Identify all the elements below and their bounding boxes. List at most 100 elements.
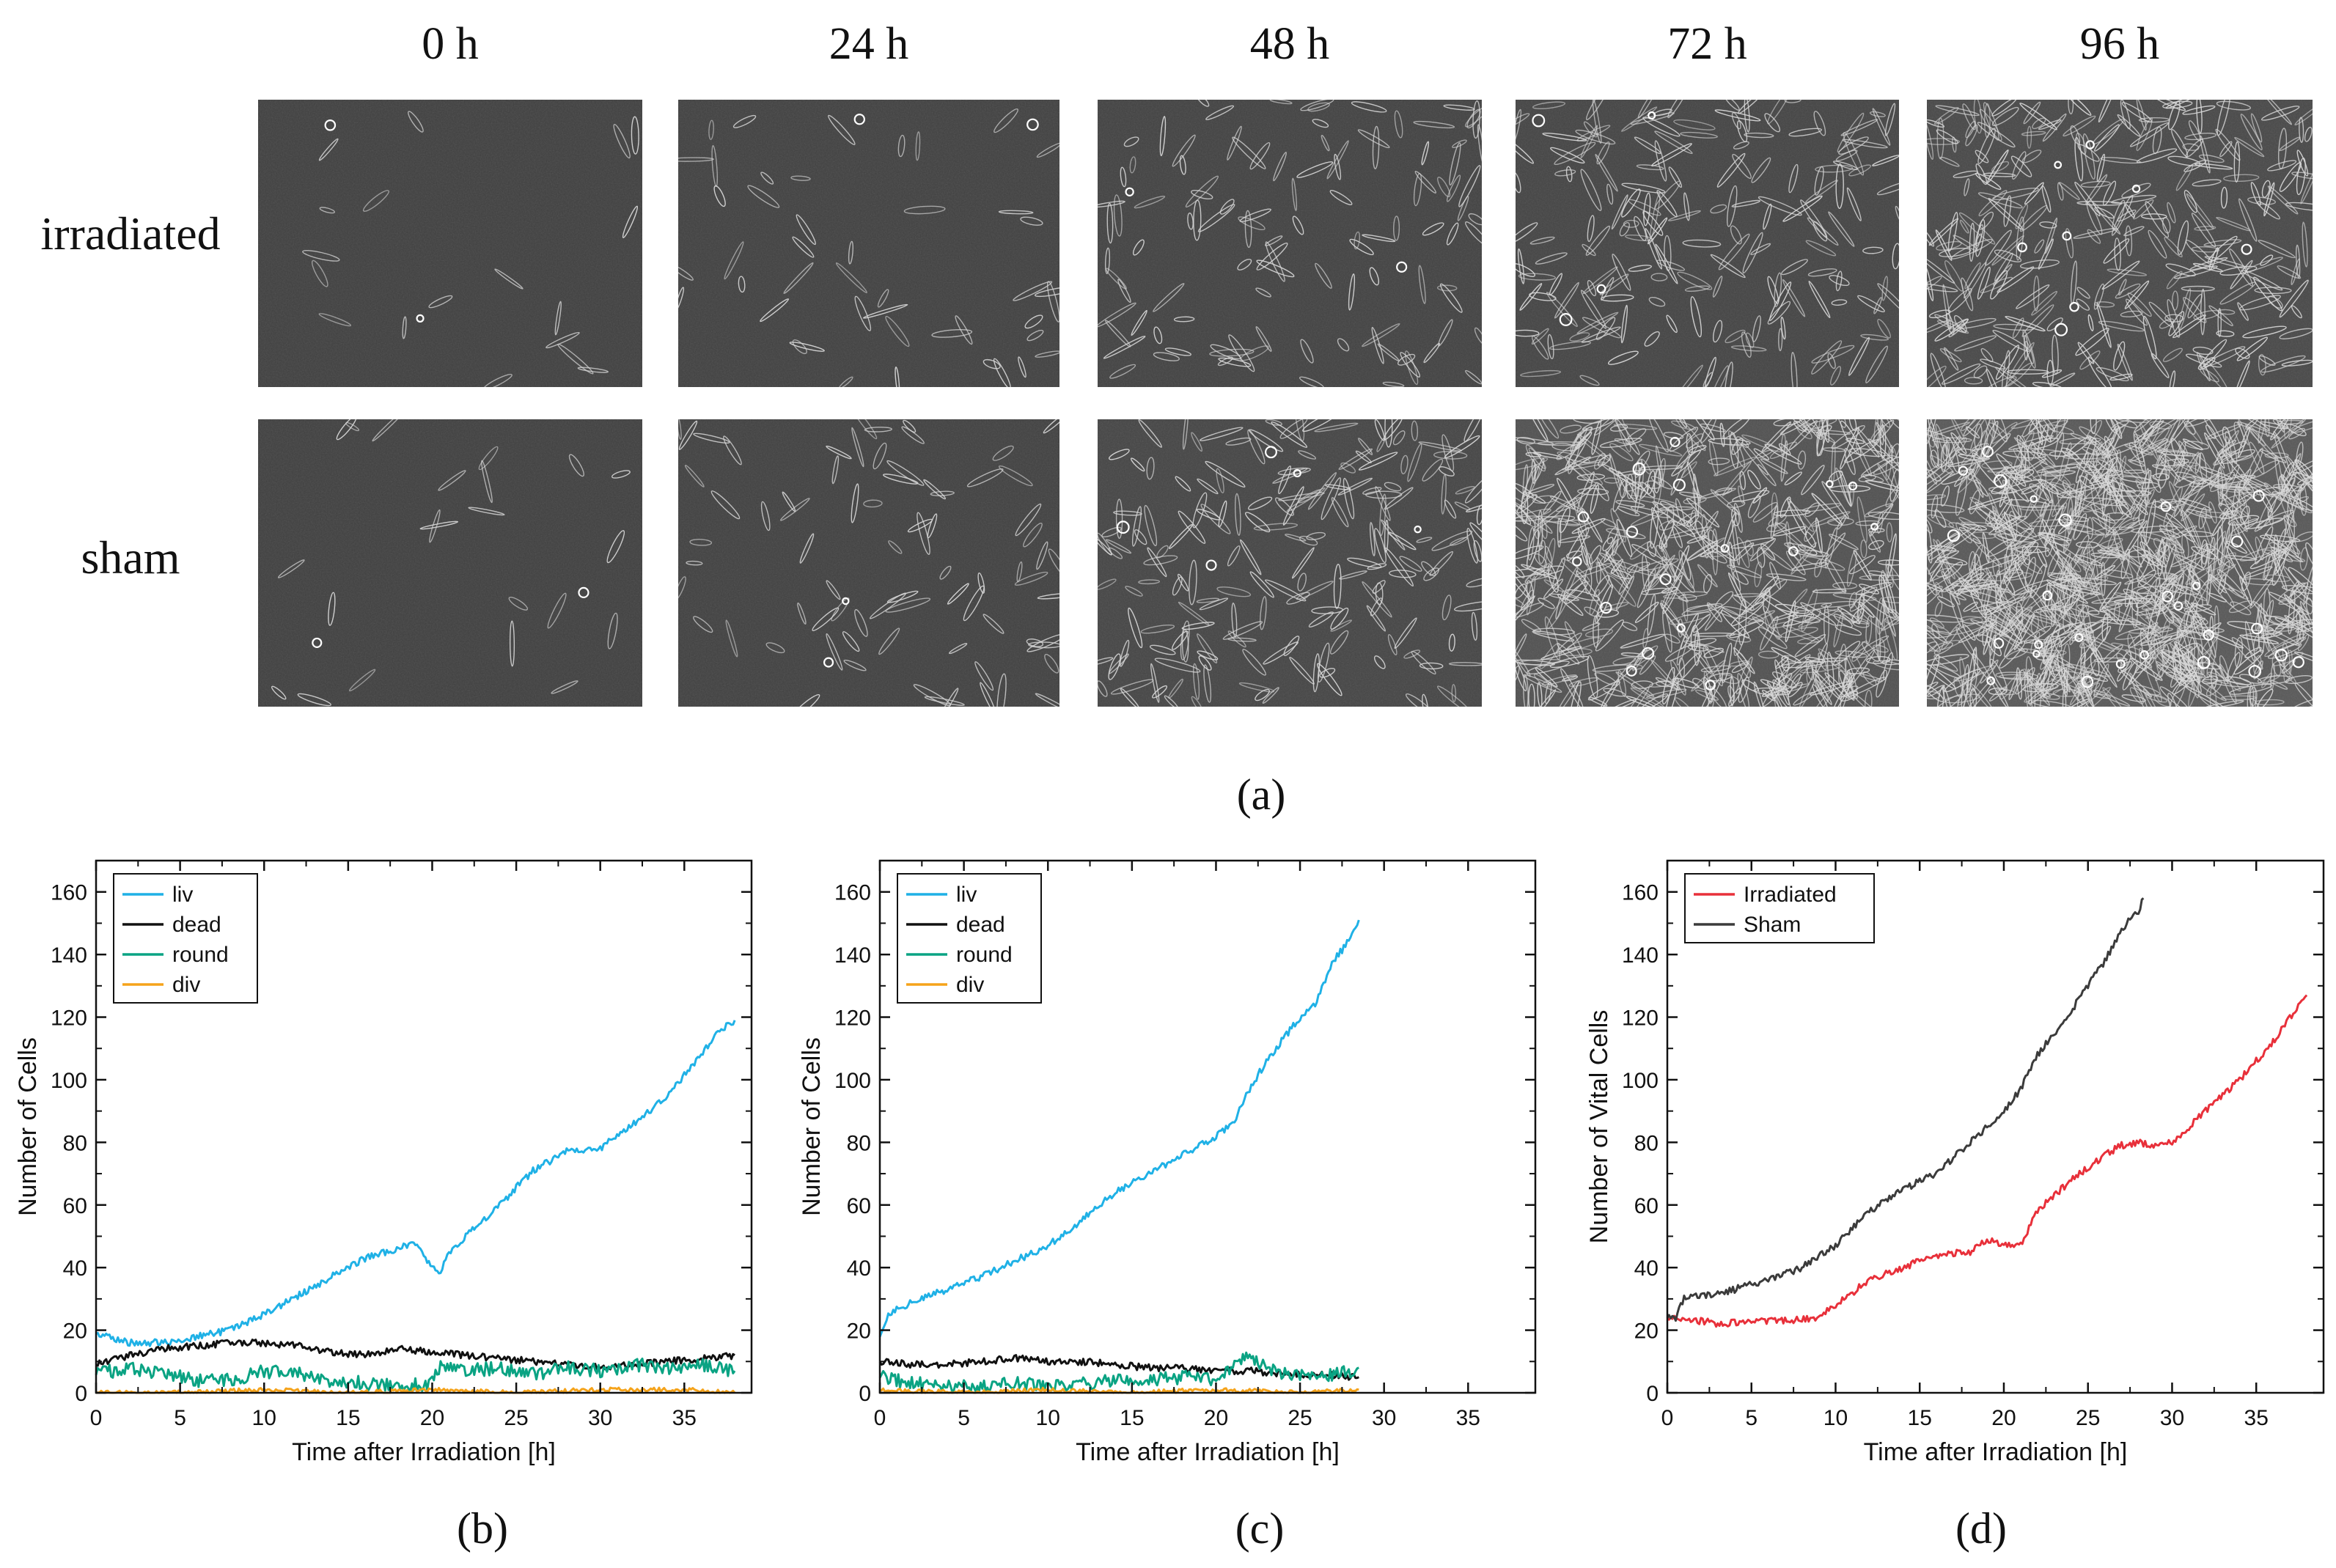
y-tick-label: 160 [51, 881, 87, 905]
micrograph-sham-0h [258, 419, 642, 707]
cells [1098, 419, 1482, 707]
x-axis-label: Time after Irradiation [h] [292, 1438, 556, 1466]
x-axis-label: Time after Irradiation [h] [1864, 1438, 2128, 1466]
panel-a-micrographs: 0 h 24 h 48 h 72 h 96 h irradiated sham (a) [40, 19, 2313, 819]
micrograph-sham-48h [1098, 419, 1482, 707]
cells [1516, 100, 1899, 387]
y-tick-label: 40 [63, 1256, 87, 1281]
cells [1927, 419, 2313, 707]
y-tick-label: 40 [1634, 1256, 1659, 1281]
cells [271, 419, 631, 707]
x-tick-label: 0 [874, 1406, 886, 1430]
series-line-liv [95, 1020, 736, 1347]
micrograph-irradiated-48h [1098, 100, 1482, 387]
y-tick-label: 100 [51, 1069, 87, 1093]
legend-label: liv [172, 883, 193, 907]
x-tick-label: 30 [2160, 1406, 2184, 1430]
y-tick-label: 100 [834, 1069, 871, 1093]
x-tick-label: 10 [252, 1406, 276, 1430]
time-labels: 0 h 24 h 48 h 72 h 96 h [422, 19, 2159, 69]
y-tick-label: 0 [75, 1382, 87, 1406]
y-tick-label: 100 [1622, 1069, 1659, 1093]
x-tick-label: 15 [336, 1406, 360, 1430]
y-tick-label: 0 [859, 1382, 871, 1406]
legend-label: dead [956, 913, 1005, 937]
x-tick-label: 20 [420, 1406, 444, 1430]
x-tick-label: 35 [2244, 1406, 2269, 1430]
x-tick-label: 25 [504, 1406, 528, 1430]
cells [1516, 419, 1899, 707]
y-axis-label: Number of Vital Cells [1585, 1010, 1613, 1244]
y-tick-label: 120 [834, 1006, 871, 1031]
time-label: 24 h [829, 19, 909, 69]
caption-b: (b) [457, 1504, 508, 1553]
x-tick-label: 30 [588, 1406, 612, 1430]
micrograph-sham-96h [1927, 419, 2313, 707]
x-tick-label: 0 [1661, 1406, 1674, 1430]
caption-c: (c) [1235, 1504, 1285, 1553]
series-line-round [95, 1358, 736, 1393]
plot-frame [1666, 859, 2325, 1394]
y-tick-label: 60 [1634, 1194, 1659, 1218]
y-tick-label: 20 [1634, 1319, 1659, 1344]
micrograph-irradiated-24h [678, 100, 1059, 387]
cells [678, 108, 1059, 387]
row-label-irradiated: irradiated [40, 207, 220, 260]
micrograph-irradiated-0h [258, 100, 642, 387]
cells [1927, 100, 2313, 387]
y-tick-label: 140 [1622, 943, 1659, 968]
cells [1098, 100, 1482, 387]
legend: Irradiated Sham [1684, 873, 1875, 943]
x-tick-label: 5 [958, 1406, 970, 1430]
y-tick-label: 20 [847, 1319, 871, 1344]
cells [678, 419, 1059, 707]
legend-label: round [172, 943, 229, 967]
y-tick-label: 140 [834, 943, 871, 968]
x-tick-label: 10 [1823, 1406, 1848, 1430]
legend: liv dead round div [897, 873, 1042, 1004]
y-tick-label: 80 [847, 1131, 871, 1155]
y-tick-label: 120 [1622, 1006, 1659, 1031]
chart-c: 0 5 10 15 20 25 30 35 0 20 40 60 80 100 120 140 160 Time … [798, 859, 1537, 1553]
y-tick-label: 80 [1634, 1131, 1659, 1155]
y-axis-label: Number of Cells [798, 1037, 826, 1216]
x-tick-label: 5 [1745, 1406, 1757, 1430]
legend-label: div [956, 973, 984, 997]
micrograph-grid [258, 100, 2313, 707]
legend-label: div [172, 973, 200, 997]
y-tick-label: 60 [63, 1194, 87, 1218]
y-tick-label: 60 [847, 1194, 871, 1218]
x-tick-label: 0 [90, 1406, 103, 1430]
time-label: 72 h [1667, 19, 1747, 69]
x-tick-label: 20 [1991, 1406, 2016, 1430]
x-tick-label: 35 [1456, 1406, 1480, 1430]
y-tick-label: 80 [63, 1131, 87, 1155]
series-line-round [878, 1351, 1359, 1394]
micrograph-sham-72h [1516, 419, 1899, 707]
y-tick-label: 0 [1646, 1382, 1659, 1406]
x-tick-label: 30 [1372, 1406, 1396, 1430]
series-line-liv [878, 919, 1360, 1338]
time-label: 96 h [2080, 19, 2160, 69]
legend-label: Sham [1744, 913, 1801, 937]
row-label-sham: sham [81, 531, 180, 584]
x-tick-label: 35 [672, 1406, 697, 1430]
x-tick-label: 15 [1120, 1406, 1144, 1430]
micrograph-irradiated-96h [1927, 100, 2313, 387]
x-tick-label: 25 [1288, 1406, 1312, 1430]
plot-frame [878, 859, 1537, 1394]
x-tick-label: 20 [1204, 1406, 1228, 1430]
cells [302, 111, 639, 387]
time-label: 0 h [422, 19, 479, 69]
y-tick-label: 120 [51, 1006, 87, 1031]
x-tick-label: 10 [1036, 1406, 1060, 1430]
chart-b: 0 5 10 15 20 25 30 35 0 20 40 60 80 100 120 140 160 Time … [14, 859, 753, 1553]
y-tick-label: 160 [1622, 881, 1659, 905]
micrograph-irradiated-72h [1516, 100, 1899, 387]
y-tick-label: 140 [51, 943, 87, 968]
legend: liv dead round div [113, 873, 258, 1004]
y-tick-label: 160 [834, 881, 871, 905]
series-line-sham [1666, 897, 2145, 1322]
time-label: 48 h [1250, 19, 1330, 69]
